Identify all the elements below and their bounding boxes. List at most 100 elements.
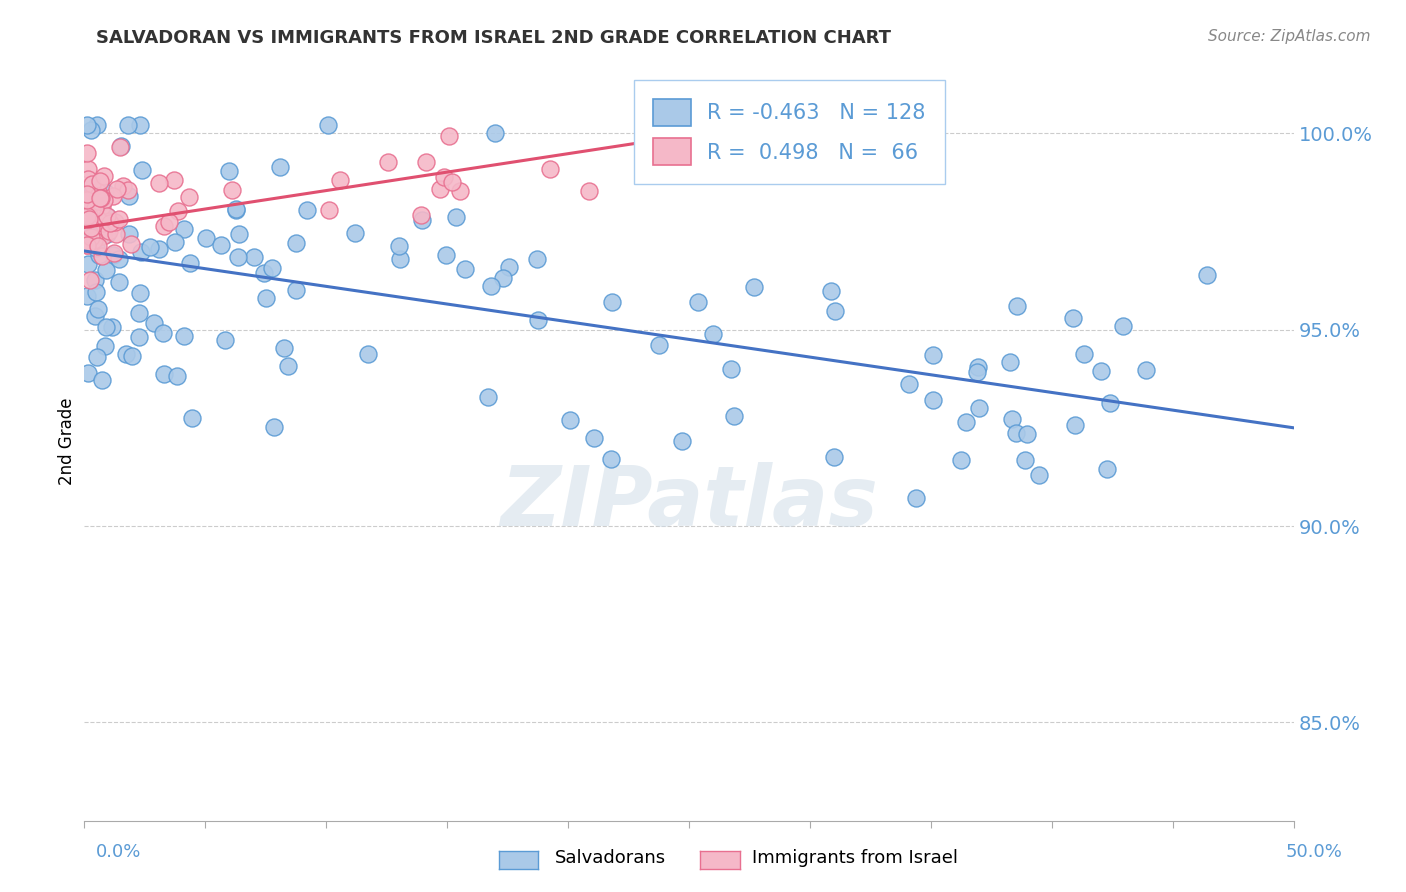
Point: [377, 155, 399, 169]
Point: [79, 273, 101, 287]
Point: [173, 328, 195, 343]
Point: [225, 202, 247, 217]
Point: [76, 194, 98, 208]
Point: [76, 193, 98, 207]
Point: [949, 453, 972, 467]
Point: [76, 209, 98, 223]
Point: [84, 201, 107, 215]
Point: [904, 491, 927, 506]
Point: [89, 174, 111, 188]
Point: [484, 126, 506, 140]
Point: [492, 270, 515, 285]
Point: [1017, 426, 1039, 441]
Point: [214, 333, 236, 347]
Point: [434, 248, 457, 262]
Point: [181, 411, 204, 425]
Point: [344, 226, 367, 240]
Point: [96, 319, 118, 334]
Point: [318, 202, 340, 217]
Point: [1005, 299, 1028, 313]
Point: [131, 163, 153, 178]
Point: [129, 118, 152, 132]
Point: [77, 257, 100, 271]
Point: [91, 373, 114, 387]
Point: [101, 319, 124, 334]
Point: [84, 285, 107, 300]
Point: [86, 241, 108, 255]
Point: [163, 235, 186, 249]
Point: [128, 285, 150, 300]
Point: [76, 238, 98, 252]
Point: [263, 420, 285, 434]
Point: [253, 266, 276, 280]
Point: [1001, 412, 1024, 426]
Point: [76, 187, 98, 202]
Point: [93, 169, 115, 183]
Point: [277, 359, 299, 373]
Point: [209, 237, 232, 252]
Point: [89, 190, 111, 204]
Point: [560, 412, 582, 426]
Point: [80, 202, 103, 216]
Point: [148, 176, 170, 190]
Text: ZIPatlas: ZIPatlas: [501, 462, 877, 542]
Point: [1095, 462, 1118, 476]
Point: [1073, 347, 1095, 361]
Point: [527, 313, 550, 327]
Point: [922, 392, 945, 407]
Point: [108, 140, 131, 154]
Point: [129, 244, 152, 259]
Point: [94, 339, 117, 353]
Point: [1064, 417, 1087, 432]
Point: [260, 260, 283, 275]
Point: [100, 216, 122, 230]
Point: [411, 208, 433, 222]
Point: [1005, 425, 1028, 440]
Point: [273, 342, 295, 356]
Point: [77, 208, 100, 222]
Point: [720, 362, 742, 376]
Point: [1099, 396, 1122, 410]
Point: [437, 128, 460, 143]
Point: [1000, 354, 1022, 368]
Point: [742, 280, 765, 294]
Point: [157, 215, 180, 229]
Point: [449, 184, 471, 198]
Point: [91, 229, 114, 244]
Point: [97, 211, 120, 225]
Point: [285, 283, 308, 297]
Point: [76, 162, 98, 177]
Point: [228, 227, 250, 242]
Text: Immigrants from Israel: Immigrants from Israel: [752, 849, 959, 867]
Point: [76, 194, 98, 208]
Point: [477, 391, 499, 405]
Point: [295, 202, 318, 217]
Point: [454, 262, 477, 277]
Point: [143, 316, 166, 330]
Point: [97, 214, 120, 228]
Point: [966, 365, 988, 379]
Point: [600, 295, 623, 310]
Point: [578, 184, 600, 198]
Point: [166, 368, 188, 383]
Legend: R = -0.463   N = 128, R =  0.498   N =  66: R = -0.463 N = 128, R = 0.498 N = 66: [634, 80, 945, 184]
Point: [86, 189, 108, 203]
Point: [90, 190, 112, 204]
Point: [86, 118, 108, 132]
Point: [955, 415, 977, 429]
Point: [80, 221, 103, 235]
Point: [107, 252, 129, 266]
Point: [671, 434, 693, 449]
Point: [967, 401, 990, 416]
Point: [79, 222, 101, 236]
Point: [128, 306, 150, 320]
Point: [582, 431, 605, 445]
Point: [824, 303, 846, 318]
Point: [357, 347, 380, 361]
Text: Salvadorans: Salvadorans: [555, 849, 666, 867]
Point: [83, 272, 105, 286]
Text: 0.0%: 0.0%: [96, 843, 141, 861]
Point: [254, 291, 277, 305]
Point: [103, 246, 125, 260]
Point: [121, 349, 143, 363]
